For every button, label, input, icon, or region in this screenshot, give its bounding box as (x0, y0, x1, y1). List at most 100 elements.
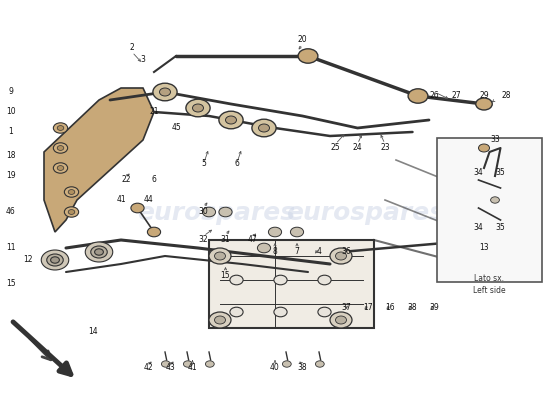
Circle shape (230, 307, 243, 317)
Text: 35: 35 (496, 168, 505, 176)
Text: 34: 34 (474, 168, 483, 176)
Text: eurospares: eurospares (286, 201, 444, 225)
Text: 6: 6 (234, 160, 239, 168)
Circle shape (268, 227, 282, 237)
Circle shape (336, 252, 346, 260)
Text: 8: 8 (273, 248, 277, 256)
Circle shape (258, 124, 270, 132)
Text: 16: 16 (386, 304, 395, 312)
Circle shape (209, 248, 231, 264)
Text: 9: 9 (9, 88, 13, 96)
Circle shape (57, 166, 64, 170)
Circle shape (274, 307, 287, 317)
Circle shape (476, 98, 492, 110)
Text: 47: 47 (248, 236, 258, 244)
Text: 37: 37 (342, 304, 351, 312)
Circle shape (85, 242, 113, 262)
Circle shape (318, 307, 331, 317)
Circle shape (202, 207, 216, 217)
Circle shape (318, 275, 331, 285)
Circle shape (51, 257, 59, 263)
Text: 36: 36 (342, 248, 351, 256)
Circle shape (491, 197, 499, 203)
FancyBboxPatch shape (209, 240, 374, 328)
Circle shape (252, 119, 276, 137)
FancyBboxPatch shape (437, 138, 542, 282)
Text: 12: 12 (23, 256, 32, 264)
Text: 28: 28 (501, 92, 511, 100)
Text: 18: 18 (6, 152, 16, 160)
Text: 10: 10 (6, 108, 16, 116)
Circle shape (298, 49, 318, 63)
Circle shape (57, 146, 64, 150)
Text: Lato sx.
Left side: Lato sx. Left side (473, 274, 506, 295)
Circle shape (162, 361, 170, 367)
Text: 34: 34 (474, 224, 483, 232)
Circle shape (460, 227, 475, 237)
Text: 2: 2 (130, 44, 134, 52)
Text: 38: 38 (408, 304, 417, 312)
Text: 46: 46 (6, 208, 16, 216)
Text: 24: 24 (353, 144, 362, 152)
Circle shape (47, 254, 63, 266)
Circle shape (230, 275, 243, 285)
Text: 21: 21 (149, 108, 159, 116)
Circle shape (330, 248, 352, 264)
Text: 26: 26 (430, 92, 439, 100)
Text: 45: 45 (171, 124, 181, 132)
Text: 19: 19 (6, 172, 16, 180)
Text: 29: 29 (479, 92, 489, 100)
Circle shape (219, 111, 243, 129)
Circle shape (64, 187, 79, 197)
Text: 44: 44 (144, 196, 153, 204)
Circle shape (131, 203, 144, 213)
Circle shape (153, 83, 177, 101)
Text: 4: 4 (317, 248, 321, 256)
Text: 39: 39 (430, 304, 439, 312)
Circle shape (91, 246, 107, 258)
Circle shape (315, 361, 324, 367)
Polygon shape (44, 88, 154, 232)
Circle shape (214, 252, 225, 260)
Circle shape (219, 207, 232, 217)
Circle shape (186, 99, 210, 117)
Circle shape (57, 126, 64, 130)
Text: 32: 32 (199, 236, 208, 244)
Text: 7: 7 (295, 248, 299, 256)
Circle shape (160, 88, 170, 96)
Circle shape (471, 234, 486, 246)
Circle shape (53, 163, 68, 173)
Text: 13: 13 (479, 244, 489, 252)
Text: 17: 17 (364, 304, 373, 312)
Circle shape (206, 361, 214, 367)
Text: 1: 1 (9, 128, 13, 136)
Circle shape (53, 143, 68, 153)
Text: 42: 42 (144, 364, 153, 372)
Circle shape (274, 275, 287, 285)
Circle shape (64, 207, 79, 217)
Text: 6: 6 (152, 176, 156, 184)
Text: 23: 23 (380, 144, 390, 152)
Text: 38: 38 (298, 364, 307, 372)
Circle shape (95, 249, 103, 255)
Circle shape (147, 227, 161, 237)
Text: 3: 3 (141, 56, 145, 64)
Circle shape (209, 312, 231, 328)
Text: 11: 11 (6, 244, 16, 252)
Circle shape (68, 210, 75, 214)
Text: 27: 27 (452, 92, 461, 100)
Circle shape (53, 123, 68, 133)
Circle shape (478, 144, 490, 152)
Text: 33: 33 (490, 136, 500, 144)
Text: 20: 20 (298, 36, 307, 44)
Text: 40: 40 (270, 364, 280, 372)
Circle shape (226, 116, 236, 124)
Text: 15: 15 (6, 280, 16, 288)
Text: 14: 14 (89, 328, 98, 336)
Text: 43: 43 (166, 364, 175, 372)
Circle shape (290, 227, 304, 237)
Text: 41: 41 (188, 364, 197, 372)
Circle shape (41, 250, 69, 270)
Text: eurospares: eurospares (138, 201, 296, 225)
Text: 25: 25 (331, 144, 340, 152)
